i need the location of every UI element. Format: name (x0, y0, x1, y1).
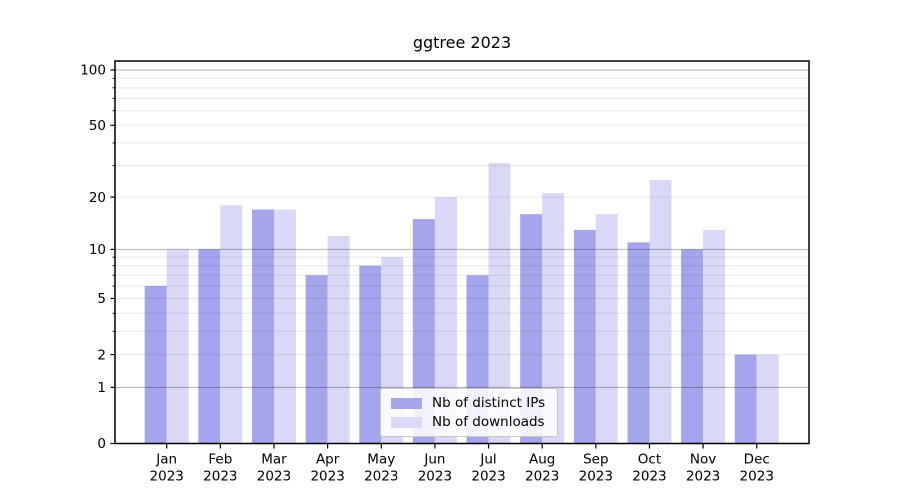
y-tick-label-2: 2 (97, 347, 106, 363)
x-tick-label-year-jul: 2023 (471, 469, 505, 485)
y-tick-label-0: 0 (97, 436, 106, 452)
y-tick-label-20: 20 (89, 190, 106, 206)
x-tick-label-year-aug: 2023 (525, 469, 559, 485)
plot-border (114, 60, 810, 445)
x-tick-label-month-jun: Jun (423, 452, 445, 468)
y-tick-label-5: 5 (97, 291, 106, 307)
x-tick-label-year-jan: 2023 (150, 469, 184, 485)
y-tick-label-50: 50 (89, 118, 106, 134)
bar-nb-of-downloads-feb (220, 205, 243, 444)
y-tick-label-1: 1 (97, 380, 106, 396)
x-tick-label-month-sep: Sep (583, 452, 608, 468)
x-tick-label-year-sep: 2023 (579, 469, 613, 485)
legend-label-downloads: Nb of downloads (432, 414, 545, 430)
bar-nb-of-downloads-mar (274, 209, 296, 444)
y-axis: 0 1 2 5 10 20 50 100 (80, 63, 115, 452)
x-tick-label-year-mar: 2023 (257, 469, 291, 485)
bar-nb-of-downloads-aug (542, 193, 565, 444)
bar-nb-of-distinct-ips-jun (412, 219, 435, 444)
bar-nb-of-distinct-ips-may (359, 265, 382, 444)
bar-nb-of-distinct-ips-jan (144, 286, 167, 444)
x-tick-label-year-apr: 2023 (310, 469, 344, 485)
x-tick-label-month-oct: Oct (638, 452, 661, 468)
legend-item-downloads: Nb of downloads (391, 414, 545, 430)
legend-swatch-distinct-ips (391, 397, 422, 409)
bar-nb-of-downloads-sep (595, 214, 618, 444)
x-tick-label-month-dec: Dec (744, 452, 770, 468)
x-tick-label-year-oct: 2023 (632, 469, 666, 485)
x-tick-label-year-nov: 2023 (686, 469, 720, 485)
bar-nb-of-distinct-ips-nov (681, 249, 704, 444)
x-tick-label-year-may: 2023 (364, 469, 398, 485)
bar-nb-of-downloads-dec (756, 354, 779, 444)
legend-swatch-downloads (391, 416, 422, 428)
legend-item-distinct-ips: Nb of distinct IPs (391, 395, 545, 411)
bar-nb-of-downloads-oct (649, 179, 672, 444)
x-tick-label-month-feb: Feb (208, 452, 232, 468)
x-tick-label-month-apr: Apr (316, 452, 340, 468)
bar-nb-of-distinct-ips-oct (627, 242, 650, 444)
bar-nb-of-distinct-ips-dec (734, 354, 757, 444)
x-tick-label-month-jul: Jul (479, 452, 496, 468)
bar-nb-of-downloads-jun (434, 197, 457, 444)
bar-nb-of-downloads-nov (703, 229, 726, 444)
x-tick-label-year-dec: 2023 (740, 469, 774, 485)
x-axis: Jan2023Feb2023Mar2023Apr2023May2023Jun20… (150, 443, 774, 485)
x-tick-label-month-mar: Mar (261, 452, 287, 468)
bar-nb-of-distinct-ips-apr (305, 275, 328, 444)
bar-nb-of-downloads-jan (166, 249, 189, 444)
y-gridlines (115, 69, 809, 388)
bar-nb-of-distinct-ips-aug (520, 214, 543, 444)
legend: Nb of distinct IPs Nb of downloads (380, 388, 559, 437)
bar-nb-of-distinct-ips-mar (252, 209, 274, 444)
y-tick-label-10: 10 (89, 242, 106, 258)
x-tick-label-month-jan: Jan (155, 452, 177, 468)
bar-nb-of-distinct-ips-sep (573, 229, 596, 444)
y-tick-label-100: 100 (80, 63, 106, 79)
bar-nb-of-downloads-apr (327, 235, 350, 444)
x-tick-label-year-jun: 2023 (418, 469, 452, 485)
bar-nb-of-downloads-jul (488, 163, 511, 444)
bar-nb-of-distinct-ips-feb (198, 249, 221, 444)
x-tick-label-year-feb: 2023 (203, 469, 237, 485)
legend-label-distinct-ips: Nb of distinct IPs (432, 395, 546, 411)
x-tick-label-month-nov: Nov (690, 452, 716, 468)
x-tick-label-month-aug: Aug (529, 452, 555, 468)
x-tick-label-month-may: May (367, 452, 395, 468)
